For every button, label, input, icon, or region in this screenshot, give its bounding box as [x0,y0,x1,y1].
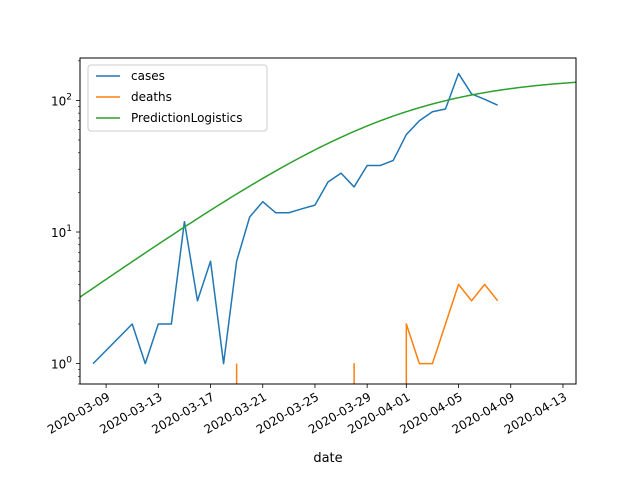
plot-frame [79,57,577,385]
legend: cases deaths PredictionLogistics [87,64,268,132]
y-axis: 100 101 102 [51,60,80,385]
legend-box [87,64,268,132]
series-layer [80,72,576,384]
y-tick-label: 100 [51,356,72,372]
legend-label-deaths: deaths [131,90,172,104]
y-tick-label: 102 [51,92,72,108]
y-tick-label: 101 [51,224,72,240]
series-line-cases [92,72,498,365]
series-line-deaths [235,283,499,384]
series-line-PredictionLogistics [80,81,576,298]
legend-label-PredictionLogistics: PredictionLogistics [131,111,243,125]
legend-label-cases: cases [131,69,165,83]
x-axis-label: date [313,451,342,466]
